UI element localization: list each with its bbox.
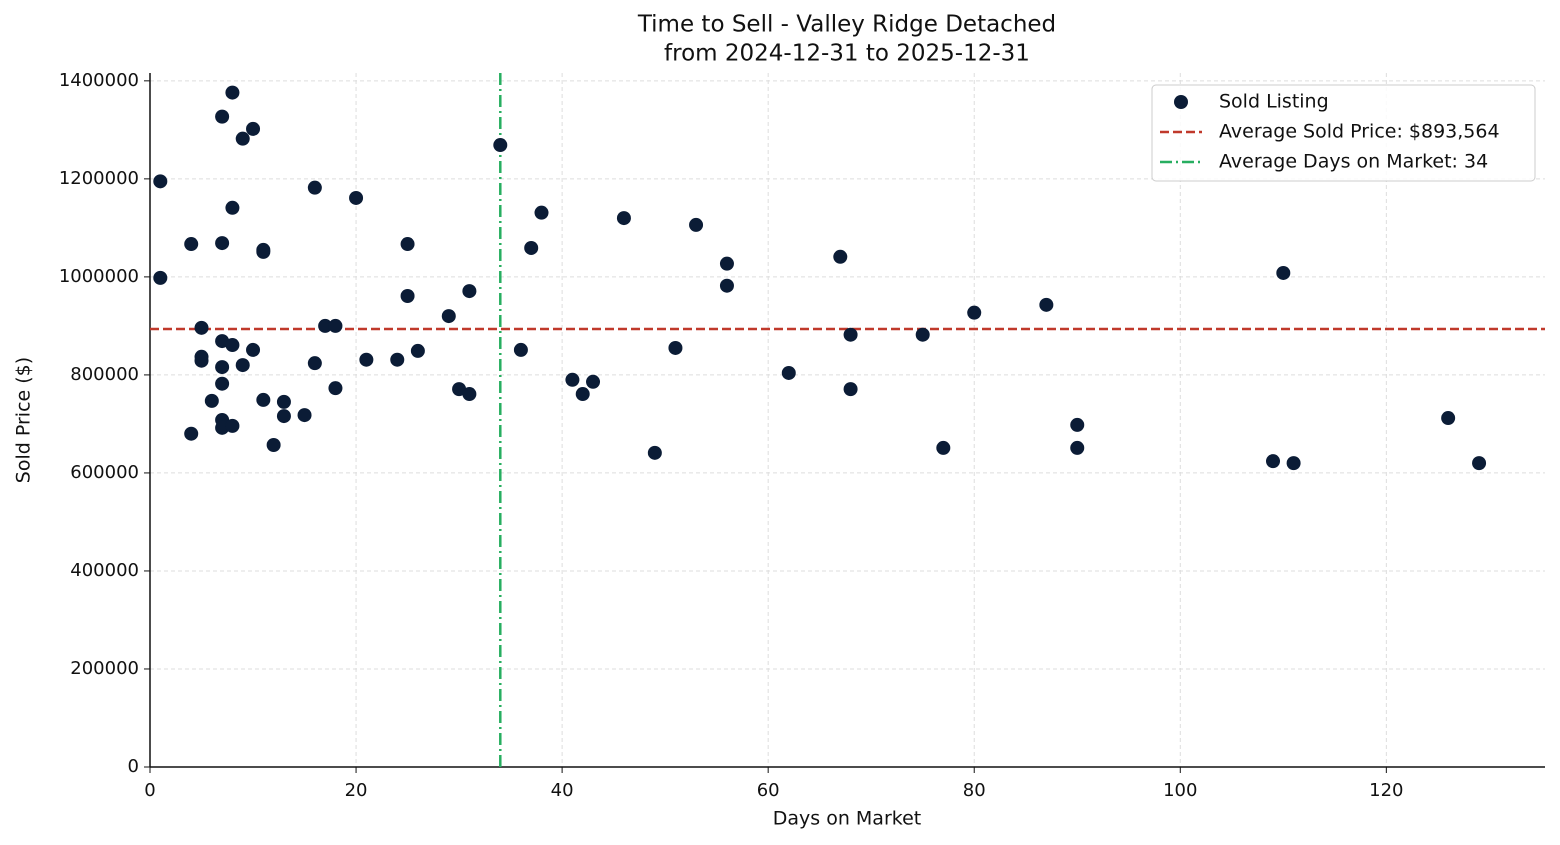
point xyxy=(307,180,322,195)
point xyxy=(225,200,240,215)
point xyxy=(1276,265,1291,280)
point xyxy=(647,445,662,460)
x-tick-label: 60 xyxy=(757,780,780,801)
point xyxy=(575,387,590,402)
point xyxy=(1266,454,1281,469)
point xyxy=(246,121,261,136)
point xyxy=(256,244,271,259)
x-tick-label: 100 xyxy=(1163,780,1197,801)
point xyxy=(225,85,240,100)
point xyxy=(349,190,364,205)
y-tick-label: 200000 xyxy=(70,658,139,679)
x-tick-label: 80 xyxy=(963,780,986,801)
point xyxy=(246,342,261,357)
point xyxy=(967,305,982,320)
point xyxy=(153,174,168,189)
point xyxy=(689,217,704,232)
point xyxy=(153,270,168,285)
point xyxy=(276,409,291,424)
y-tick-label: 1400000 xyxy=(59,70,139,91)
point xyxy=(225,338,240,353)
y-tick-label: 0 xyxy=(128,756,139,777)
point xyxy=(462,284,477,299)
point xyxy=(936,440,951,455)
legend-label: Average Sold Price: $893,564 xyxy=(1219,121,1500,143)
point xyxy=(1286,456,1301,471)
chart-subtitle: from 2024-12-31 to 2025-12-31 xyxy=(664,41,1030,67)
point xyxy=(565,372,580,387)
x-tick-label: 40 xyxy=(551,780,574,801)
x-axis-label: Days on Market xyxy=(773,808,921,830)
point xyxy=(1472,456,1487,471)
point xyxy=(1039,297,1054,312)
point xyxy=(194,353,209,368)
point xyxy=(441,309,456,324)
point xyxy=(215,109,230,124)
point xyxy=(513,342,528,357)
x-tick-label: 120 xyxy=(1369,780,1403,801)
x-tick-label: 20 xyxy=(345,780,368,801)
point xyxy=(215,236,230,251)
point xyxy=(719,256,734,271)
chart-title: Time to Sell - Valley Ridge Detached xyxy=(637,12,1056,38)
point xyxy=(390,352,405,367)
point xyxy=(781,365,796,380)
y-tick-label: 800000 xyxy=(70,364,139,385)
x-tick-label: 0 xyxy=(144,780,155,801)
point xyxy=(359,352,374,367)
point xyxy=(204,393,219,408)
point xyxy=(276,394,291,409)
y-axis-label: Sold Price ($) xyxy=(13,357,35,483)
legend-swatch xyxy=(1174,95,1188,109)
point xyxy=(524,240,539,255)
y-tick-label: 400000 xyxy=(70,560,139,581)
y-tick-label: 600000 xyxy=(70,462,139,483)
point xyxy=(235,358,250,373)
point xyxy=(328,318,343,333)
point xyxy=(668,340,683,355)
point xyxy=(719,278,734,293)
point xyxy=(328,381,343,396)
point xyxy=(215,360,230,375)
point xyxy=(586,374,601,389)
point xyxy=(1070,440,1085,455)
y-tick-label: 1000000 xyxy=(59,266,139,287)
y-tick-label: 1200000 xyxy=(59,168,139,189)
point xyxy=(1441,411,1456,426)
point xyxy=(184,426,199,441)
point xyxy=(843,327,858,342)
point xyxy=(400,237,415,252)
point xyxy=(616,211,631,226)
point xyxy=(462,387,477,402)
point xyxy=(256,392,271,407)
point xyxy=(318,318,333,333)
point xyxy=(400,289,415,304)
point xyxy=(534,205,549,220)
point xyxy=(215,376,230,391)
legend-label: Average Days on Market: 34 xyxy=(1219,151,1488,173)
legend-label: Sold Listing xyxy=(1219,91,1329,113)
point xyxy=(833,249,848,264)
point xyxy=(235,131,250,146)
point xyxy=(843,382,858,397)
point xyxy=(194,320,209,335)
point xyxy=(410,343,425,358)
point xyxy=(307,356,322,371)
point xyxy=(184,237,199,252)
point xyxy=(225,418,240,433)
point xyxy=(266,437,281,452)
point xyxy=(297,408,312,423)
point xyxy=(1070,417,1085,432)
point xyxy=(493,138,508,153)
legend-box xyxy=(1151,84,1536,182)
point xyxy=(915,327,930,342)
